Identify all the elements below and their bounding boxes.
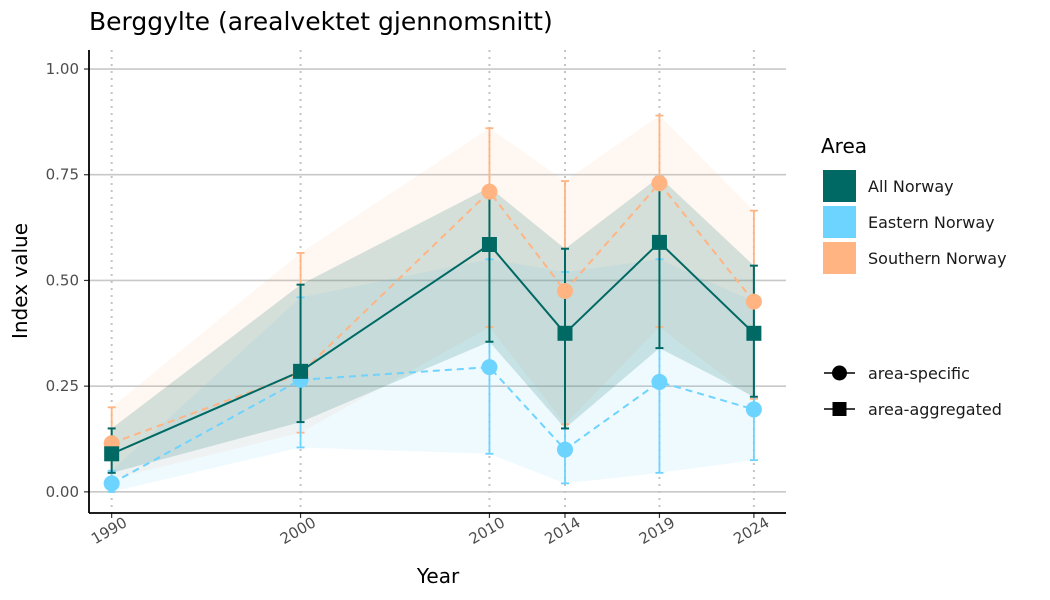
marker-eastern-norway (481, 359, 498, 376)
ribbon-southern-norway (111, 115, 754, 480)
legend-key-square-icon (832, 402, 847, 416)
legend-label-eastern-norway: Eastern Norway (868, 213, 995, 232)
marker-all-norway (481, 237, 497, 253)
confidence-bands (111, 115, 754, 492)
legend-swatch-southern-norway (823, 242, 856, 274)
legend-swatch-all-norway (823, 170, 856, 202)
legend-swatch-eastern-norway (823, 206, 856, 238)
line-southern-norway (111, 181, 755, 445)
marker-southern-norway (745, 293, 762, 310)
legend-key-circle-icon (832, 365, 847, 381)
chart-title: Berggylte (arealvektet gjennomsnitt) (89, 7, 553, 36)
marker-eastern-norway (745, 401, 762, 418)
ribbon-all-norway (111, 176, 754, 473)
x-tick-label: 2014 (541, 513, 583, 548)
marker-all-norway (651, 234, 667, 250)
legend-label-area-specific: area-specific (868, 364, 970, 383)
line-all-norway (111, 241, 755, 455)
x-tick-label: 2024 (730, 513, 772, 548)
marker-southern-norway (481, 183, 498, 200)
marker-eastern-norway (557, 441, 573, 458)
legend-title: Area (821, 134, 867, 158)
series-markers (103, 175, 762, 492)
legend: Area All Norway Eastern Norway Southern … (821, 134, 1007, 419)
marker-eastern-norway (103, 475, 120, 492)
y-axis-title: Index value (8, 223, 32, 339)
x-axis-title: Year (416, 564, 460, 588)
marker-eastern-norway (651, 373, 668, 390)
marker-southern-norway (557, 283, 573, 300)
y-tick-label: 1.00 (46, 60, 79, 78)
legend-label-southern-norway: Southern Norway (868, 249, 1007, 268)
series-lines (111, 181, 755, 485)
y-tick-label: 0.25 (46, 377, 79, 395)
marker-southern-norway (651, 175, 668, 192)
x-tick-label: 2019 (636, 513, 678, 548)
legend-label-area-aggregated: area-aggregated (868, 400, 1002, 419)
marker-all-norway (104, 446, 120, 462)
x-tick-label: 1990 (88, 513, 130, 548)
marker-all-norway (746, 325, 762, 341)
y-tick-label: 0.00 (46, 483, 79, 501)
x-tick-label: 2000 (277, 513, 319, 548)
x-tick-label: 2010 (466, 513, 508, 548)
y-tick-label: 0.50 (46, 271, 79, 289)
ribbon-eastern-norway (111, 259, 754, 492)
legend-label-all-norway: All Norway (868, 177, 954, 196)
line-eastern-norway (111, 366, 755, 485)
marker-all-norway (557, 325, 573, 341)
marker-all-norway (293, 363, 309, 379)
y-tick-label: 0.75 (46, 166, 79, 184)
